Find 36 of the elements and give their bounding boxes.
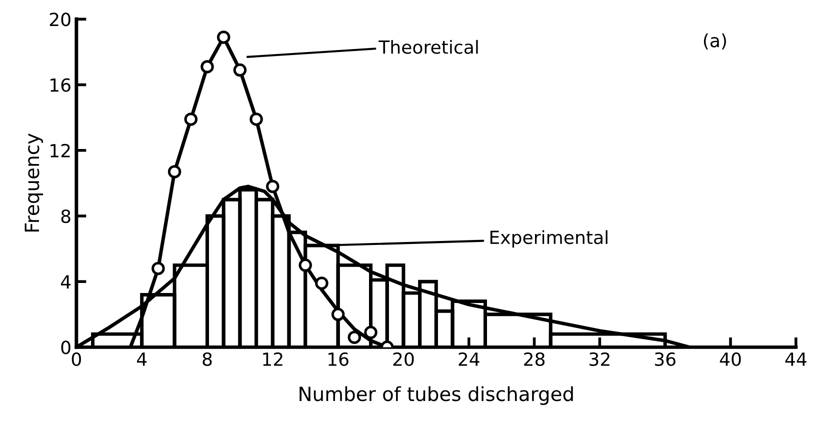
annotation: Experimental [490, 230, 608, 248]
x-axis-title: Number of tubes discharged [300, 386, 573, 406]
x-tick-label: 32 [590, 352, 610, 366]
y-tick-label: 12 [50, 144, 70, 158]
y-tick-label: 4 [60, 275, 71, 288]
point [216, 30, 230, 44]
point [250, 112, 263, 126]
x-tick-label: 12 [263, 352, 282, 366]
x-tick-label: 36 [654, 352, 676, 366]
point [200, 60, 214, 74]
annotation: (a) [704, 33, 726, 50]
x-tick-label: 28 [524, 352, 545, 366]
y-tick-label: 20 [50, 12, 70, 26]
point [298, 258, 312, 272]
x-tick-label: 4 [136, 352, 147, 366]
point [315, 276, 328, 290]
point [233, 63, 247, 77]
x-tick-label: 16 [328, 352, 348, 366]
point [168, 165, 182, 178]
x-tick-label: 40 [720, 352, 741, 366]
point [152, 262, 165, 276]
point [184, 112, 198, 126]
y-tick-label: 8 [61, 209, 70, 224]
point [266, 180, 280, 194]
y-tick-label: 16 [50, 78, 70, 92]
point [348, 330, 362, 344]
y-tick-label: 0 [61, 340, 70, 354]
point [364, 326, 378, 340]
x-tick-label: 0 [72, 352, 81, 366]
x-tick-label: 8 [202, 352, 212, 366]
y-axis-title: Frequency [24, 134, 44, 232]
point [331, 308, 345, 322]
x-tick-label: 20 [393, 352, 414, 366]
x-tick-label: 24 [458, 352, 480, 366]
annotation: Theoretical [378, 40, 478, 54]
x-tick-label: 44 [785, 352, 806, 366]
